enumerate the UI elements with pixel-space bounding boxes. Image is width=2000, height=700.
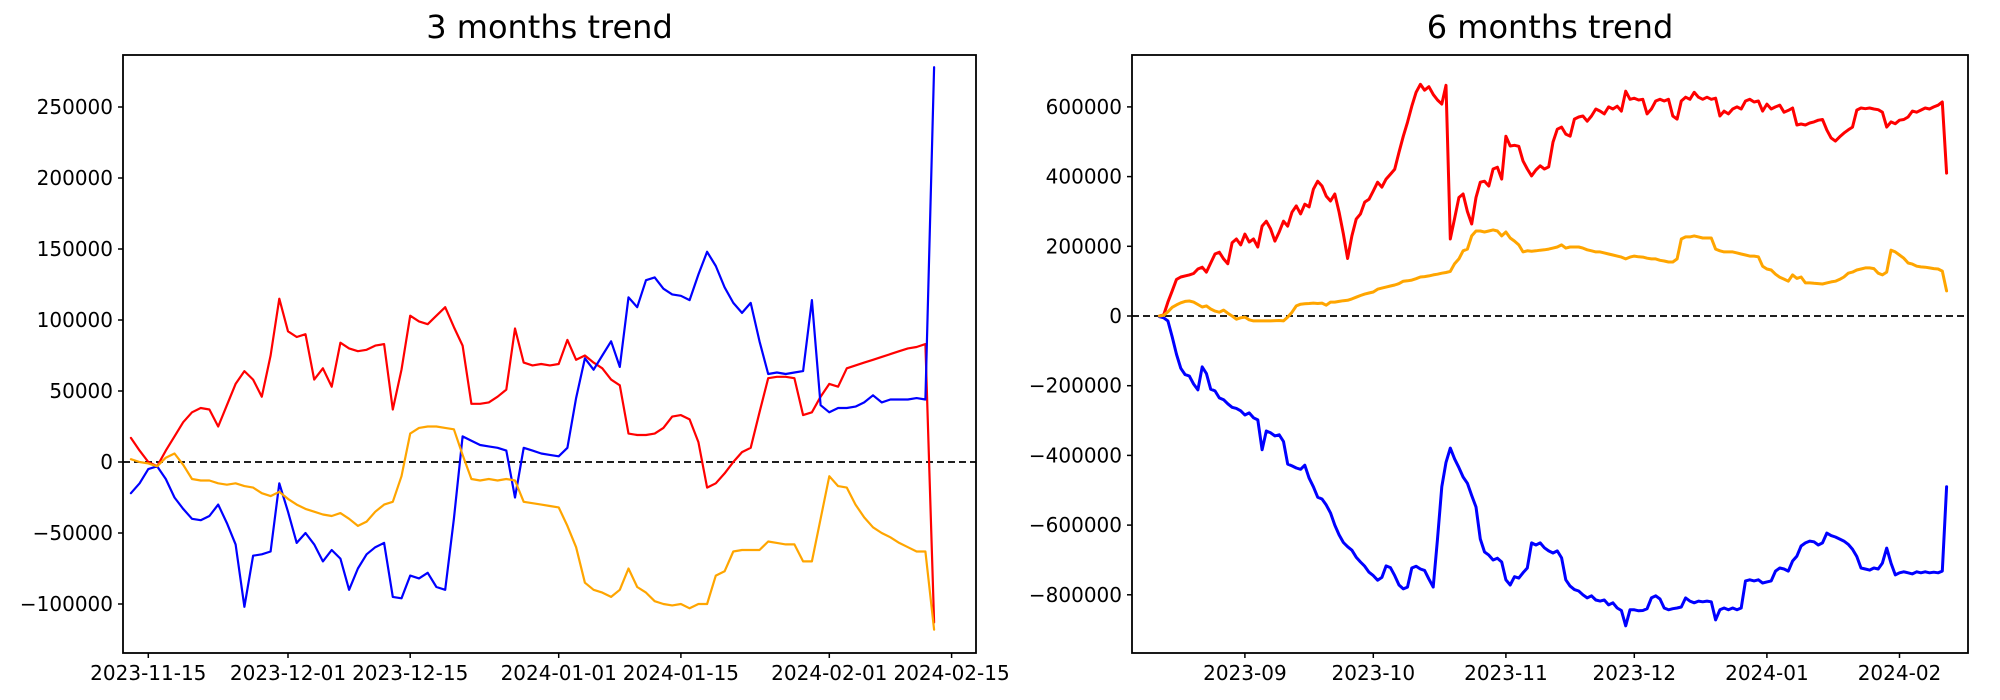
plot-border xyxy=(1131,54,1969,654)
y-tick-label: 600000 xyxy=(1046,95,1122,119)
x-tick-label: 2023-12-01 xyxy=(230,661,346,685)
plot-border xyxy=(122,54,977,654)
x-tick-label: 2024-02-01 xyxy=(771,661,887,685)
x-tick-label: 2024-02 xyxy=(1858,661,1942,685)
x-tick-label: 2024-02-15 xyxy=(893,661,1009,685)
y-tick-label: 0 xyxy=(1109,304,1122,328)
y-tick-label: −100000 xyxy=(20,592,113,616)
right-chart-title: 6 months trend xyxy=(1426,8,1674,46)
chart-0: 2023-11-15 2023-12-01 2023-12-15 2024-01-01… xyxy=(20,54,1010,685)
orange-line xyxy=(129,425,936,631)
x-tick-label: 2023-10 xyxy=(1332,661,1416,685)
y-tick-label: 400000 xyxy=(1046,165,1122,189)
x-tick-label: 2023-11 xyxy=(1464,661,1548,685)
x-tick-label: 2023-09 xyxy=(1203,661,1287,685)
x-tick-label: 2024-01-15 xyxy=(623,661,739,685)
red-line xyxy=(1157,82,1949,318)
y-tick-label: 250000 xyxy=(37,95,113,119)
blue-line xyxy=(129,66,936,608)
y-tick-label: −50000 xyxy=(33,521,113,545)
orange-line xyxy=(1157,228,1949,323)
y-tick-label: −400000 xyxy=(1029,443,1122,467)
y-tick-label: −200000 xyxy=(1029,374,1122,398)
x-tick-label: 2024-01 xyxy=(1725,661,1809,685)
y-tick-label: −600000 xyxy=(1029,513,1122,537)
y-tick-label: −800000 xyxy=(1029,583,1122,607)
y-tick-label: 200000 xyxy=(37,166,113,190)
y-tick-label: 0 xyxy=(100,450,113,474)
x-tick-label: 2023-12 xyxy=(1593,661,1677,685)
red-line xyxy=(129,297,936,624)
chart-1: 2023-09 2023-10 2023-11 2023-12 2024-01 2024-… xyxy=(1029,54,1969,685)
y-tick-label: 150000 xyxy=(37,237,113,261)
x-tick-label: 2024-01-01 xyxy=(501,661,617,685)
x-tick-label: 2023-12-15 xyxy=(352,661,468,685)
y-tick-label: 200000 xyxy=(1046,234,1122,258)
blue-line xyxy=(1157,315,1949,628)
x-tick-label: 2023-11-15 xyxy=(90,661,206,685)
y-tick-label: 50000 xyxy=(49,379,113,403)
left-chart-title: 3 months trend xyxy=(426,8,673,46)
y-tick-label: 100000 xyxy=(37,308,113,332)
